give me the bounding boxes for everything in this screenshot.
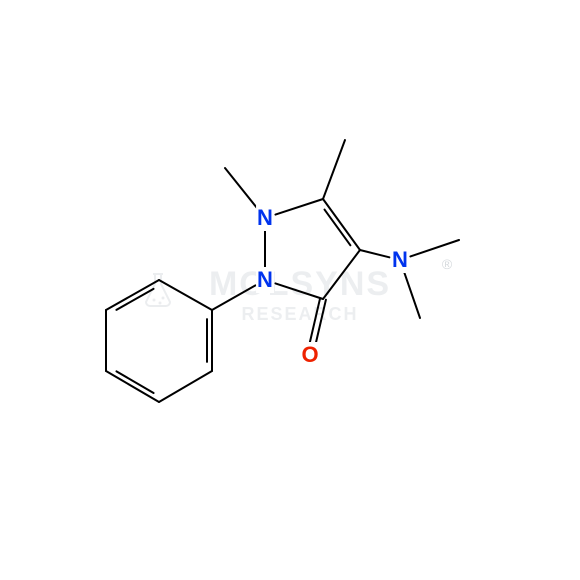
bonds-layer [0, 0, 580, 580]
atom-label-O1: O [300, 342, 319, 368]
atom-label-N2: N [256, 205, 274, 231]
atom-label-N1: N [256, 267, 274, 293]
registered-mark-icon: ® [442, 256, 452, 272]
atom-label-N3: N [391, 247, 409, 273]
structure-canvas: MOLSYNS RESEARCH NNNO ® [0, 0, 580, 580]
